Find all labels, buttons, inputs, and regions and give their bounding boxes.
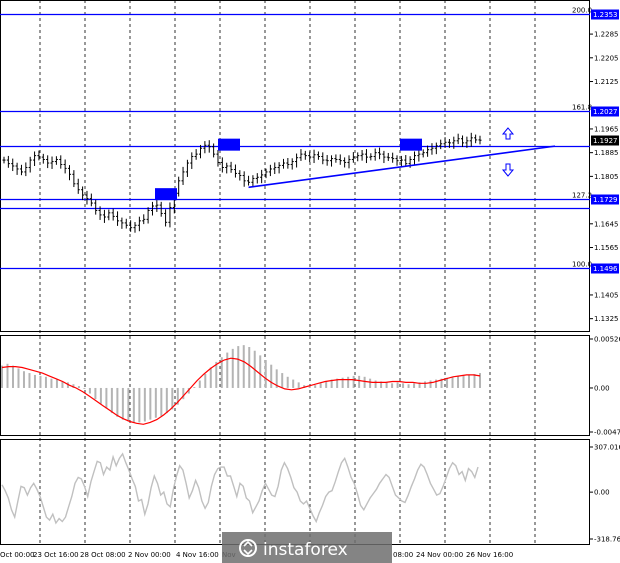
y-tick-label: 1.1405 xyxy=(594,291,619,299)
level-badge-text: 1.2027 xyxy=(593,108,618,116)
fib-level-label: 161.8 xyxy=(572,104,592,112)
y-tick-label: 1.1885 xyxy=(594,149,619,157)
x-tick-label: 26 Nov 16:00 xyxy=(466,551,513,559)
x-tick-label: 24 Nov 00:00 xyxy=(416,551,463,559)
panel-border-2 xyxy=(0,335,590,436)
y-tick-label: 1.1805 xyxy=(594,173,619,181)
macd-y-tick-label: 0.00526 xyxy=(594,336,620,344)
chart-grid xyxy=(0,0,590,545)
logo-ring xyxy=(239,539,257,557)
y-tick-label: 1.1645 xyxy=(594,220,619,228)
level-badge-text: 1.1496 xyxy=(593,265,618,273)
x-tick-label: 28 Oct 08:00 xyxy=(80,551,126,559)
level-badge xyxy=(591,194,619,205)
highlight-box xyxy=(218,138,240,151)
trendline xyxy=(248,145,556,189)
fib-level-label: 127.2 xyxy=(572,192,592,200)
y-tick-label: 1.1325 xyxy=(594,315,619,323)
y-tick-label: 1.2125 xyxy=(594,78,619,86)
price-series xyxy=(2,127,556,233)
level-badge xyxy=(591,263,619,274)
x-tick-label: 2 Nov 00:00 xyxy=(128,551,171,559)
y-tick-label: 1.1965 xyxy=(594,125,619,133)
logo-arrows xyxy=(243,540,253,556)
macd-signal-line xyxy=(1,357,481,425)
highlight-box xyxy=(400,138,422,151)
cci-y-tick-label: 307.0161 xyxy=(594,444,620,452)
cci-panel xyxy=(1,452,479,525)
level-badge-text: 1.1729 xyxy=(593,196,618,204)
current-price-text: 1.1927 xyxy=(593,137,618,145)
x-tick-label: 23 Oct 16:00 xyxy=(33,551,79,559)
arrow-down-icon xyxy=(501,163,515,177)
level-badge xyxy=(591,106,619,117)
instaforex-logo-icon xyxy=(239,539,257,557)
watermark-text: instaforex xyxy=(263,540,348,560)
cci-line xyxy=(1,452,479,525)
watermark-background xyxy=(222,532,392,563)
y-tick-label: 1.2285 xyxy=(594,31,619,39)
fib-level-label: 200.0 xyxy=(572,7,592,15)
macd-y-tick-label: 0.00 xyxy=(594,384,610,392)
cci-y-tick-label: -318.767 xyxy=(594,536,620,544)
highlight-box xyxy=(155,188,177,201)
axes: 1.2285 1.2205 1.2125 1.1965 1.1885 1.1805 1.16… xyxy=(0,31,620,559)
x-tick-label: Oct 00:00 xyxy=(0,551,35,559)
macd-panel xyxy=(1,345,481,425)
y-tick-label: 1.2205 xyxy=(594,54,619,62)
arrow-up-icon xyxy=(501,127,515,140)
x-tick-label: 08:00 xyxy=(393,551,413,559)
current-price-badge xyxy=(591,135,619,146)
y-tick-label: 1.1565 xyxy=(594,244,619,252)
cci-y-tick-label: 0.00 xyxy=(594,489,610,497)
horizontal-levels: 200.01.2353161.81.2027127.21.1729100.01.… xyxy=(0,7,619,274)
level-badge-text: 1.2353 xyxy=(593,11,618,19)
fib-level-label: 100.0 xyxy=(572,261,592,269)
level-badge xyxy=(591,9,619,20)
watermark: instaforex xyxy=(222,532,392,563)
x-tick-label: 4 Nov 16:00 xyxy=(176,551,219,559)
panel-border-1 xyxy=(0,0,590,332)
